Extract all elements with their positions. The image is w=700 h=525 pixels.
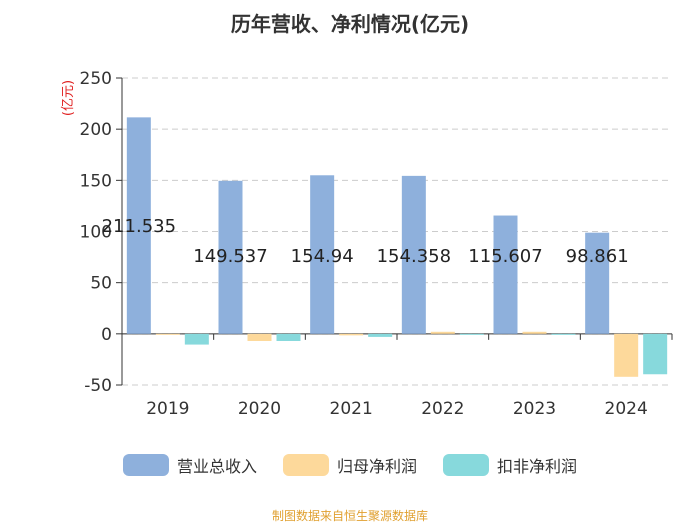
x-tick-label: 2021 xyxy=(330,399,373,419)
bar-revenue xyxy=(401,175,426,334)
legend-item[interactable]: 扣非净利润 xyxy=(443,453,577,477)
legend-item[interactable]: 归母净利润 xyxy=(282,453,417,477)
y-tick-label: 200 xyxy=(80,120,112,140)
legend-label: 扣非净利润 xyxy=(497,457,578,476)
bar-deducted-net-profit xyxy=(459,333,484,335)
bar-deducted-net-profit xyxy=(184,333,209,345)
bar-revenue xyxy=(493,215,518,334)
bar-deducted-net-profit xyxy=(551,333,576,335)
bar-net-profit xyxy=(522,331,547,334)
y-tick-label: -50 xyxy=(84,376,112,396)
y-tick-label: 50 xyxy=(90,274,112,294)
y-tick-label: 0 xyxy=(101,325,112,345)
chart-title: 历年营收、净利情况(亿元) xyxy=(230,12,470,36)
x-tick-label: 2024 xyxy=(605,399,648,419)
legend-item[interactable]: 营业总收入 xyxy=(122,453,257,477)
x-tick-label: 2019 xyxy=(146,399,189,419)
legend-swatch xyxy=(122,454,169,476)
bar-net-profit xyxy=(339,333,364,336)
legend-swatch xyxy=(282,454,329,476)
y-tick-label: 150 xyxy=(80,171,112,191)
y-tick-label: 100 xyxy=(80,223,112,243)
bar-net-profit xyxy=(155,333,180,335)
x-tick-label: 2020 xyxy=(238,399,281,419)
bar-revenue xyxy=(585,232,610,334)
bar-deducted-net-profit xyxy=(643,333,668,375)
legend: 营业总收入 归母净利润 扣非净利润 xyxy=(0,453,700,477)
bar-revenue xyxy=(126,117,151,334)
source-note: 制图数据来自恒生聚源数据库 xyxy=(271,509,428,523)
bar-deducted-net-profit xyxy=(368,333,393,337)
bar-net-profit xyxy=(614,333,639,377)
bars xyxy=(126,117,668,377)
legend-swatch xyxy=(443,454,489,476)
data-label: 154.94 xyxy=(291,246,354,267)
x-tick-label: 2023 xyxy=(513,399,556,419)
data-label: 149.537 xyxy=(193,246,267,267)
legend-label: 归母净利润 xyxy=(336,457,417,476)
axes: 250 200 150 100 50 0 -50 (亿元) 2019 2020 2021 2022 20… xyxy=(61,69,673,419)
data-label: 98.861 xyxy=(566,246,629,267)
data-labels: 211.535 149.537 154.94 154.358 115.607 98.861 xyxy=(102,216,629,267)
data-label: 211.535 xyxy=(102,216,176,237)
bar-net-profit xyxy=(430,331,455,334)
y-tick-label: 250 xyxy=(80,69,112,89)
data-label: 115.607 xyxy=(468,246,542,267)
bar-net-profit xyxy=(247,333,272,341)
x-tick-label: 2022 xyxy=(421,399,464,419)
bar-deducted-net-profit xyxy=(276,333,301,341)
legend-label: 营业总收入 xyxy=(176,457,257,476)
y-axis-label: (亿元) xyxy=(61,80,76,116)
data-label: 154.358 xyxy=(377,246,451,267)
bar-revenue xyxy=(218,180,243,334)
bar-revenue xyxy=(310,175,335,334)
